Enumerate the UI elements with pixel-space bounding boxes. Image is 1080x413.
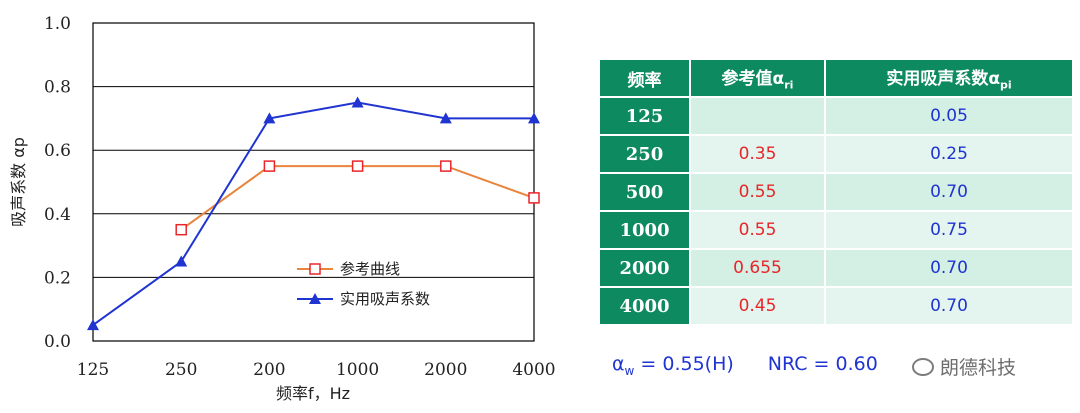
table-row: 1000 0.55 0.75	[598, 210, 1074, 250]
header-reference: 参考值αri	[689, 58, 826, 98]
nrc-value: NRC = 0.60	[767, 353, 878, 375]
header-reference-sub: ri	[784, 78, 794, 92]
cell-practical: 0.70	[824, 286, 1074, 326]
x-tick-label: 200	[253, 360, 285, 380]
legend-label: 参考曲线	[340, 260, 400, 278]
plot-frame	[92, 22, 535, 342]
header-practical-sub: pi	[1000, 78, 1012, 92]
legend-marker	[309, 293, 321, 304]
header-frequency: 频率	[598, 58, 691, 98]
x-tick-label: 1000	[336, 360, 379, 380]
cell-frequency: 500	[598, 172, 691, 212]
cell-frequency: 250	[598, 134, 691, 174]
series-group	[87, 96, 540, 331]
data-point	[87, 319, 99, 331]
x-tick-label: 125	[77, 360, 109, 380]
cell-frequency: 1000	[598, 210, 691, 250]
cell-practical: 0.25	[824, 134, 1074, 174]
header-practical: 实用吸声系数αpi	[824, 58, 1074, 98]
x-axis-label: 频率f，Hz	[276, 384, 350, 403]
table-row: 125 0.05	[598, 96, 1074, 136]
watermark-text: 朗德科技	[940, 357, 1017, 379]
data-point	[175, 223, 187, 236]
cell-reference: 0.55	[689, 172, 826, 212]
cell-reference: 0.35	[689, 134, 826, 174]
cell-reference	[689, 96, 826, 136]
series-0	[175, 160, 540, 236]
data-point	[440, 160, 452, 172]
cell-reference: 0.655	[689, 248, 826, 288]
table-row: 4000 0.45 0.70	[598, 286, 1074, 326]
data-point	[351, 96, 364, 108]
rating-footer: αw = 0.55(H) NRC = 0.60	[612, 353, 878, 378]
series-line	[92, 101, 534, 326]
y-axis-label: 吸声系数 αp	[9, 137, 28, 227]
series-1	[87, 96, 540, 331]
cell-frequency: 4000	[598, 286, 691, 326]
alpha-w-symbol: α	[612, 353, 625, 375]
header-practical-text: 实用吸声系数α	[886, 69, 1001, 90]
wechat-icon	[912, 358, 934, 376]
data-point	[439, 112, 452, 124]
y-tick-label: 1.0	[44, 14, 71, 34]
y-tick-labels: 0.0 0.2 0.4 0.6 0.8 1.0	[44, 14, 71, 352]
cell-reference: 0.55	[689, 210, 826, 250]
cell-reference: 0.45	[689, 286, 826, 326]
grid-lines	[93, 86, 534, 278]
data-point	[263, 112, 276, 124]
y-tick-label: 0.4	[44, 205, 71, 225]
data-point	[175, 255, 188, 267]
table-row: 500 0.55 0.70	[598, 172, 1074, 212]
absorption-chart: 0.0 0.2 0.4 0.6 0.8 1.0 125 250 200 1000 2000 4000…	[9, 14, 556, 403]
data-point	[263, 160, 276, 172]
y-tick-label: 0.6	[44, 141, 71, 161]
alpha-w-value: = 0.55(H)	[634, 353, 734, 375]
cell-practical: 0.70	[824, 248, 1074, 288]
alpha-w-subscript: w	[624, 363, 635, 378]
y-tick-label: 0.0	[44, 332, 71, 352]
data-point	[528, 192, 540, 204]
data-point	[528, 112, 540, 124]
watermark: 朗德科技	[912, 353, 1016, 380]
header-reference-text: 参考值α	[721, 69, 785, 90]
y-tick-label: 0.2	[44, 268, 71, 288]
x-tick-label: 4000	[512, 360, 555, 380]
cell-frequency: 2000	[598, 248, 691, 288]
table-row: 2000 0.655 0.70	[598, 248, 1074, 288]
cell-practical: 0.75	[824, 210, 1074, 250]
cell-practical: 0.70	[824, 172, 1074, 212]
legend-label: 实用吸声系数	[340, 290, 430, 308]
cell-practical: 0.05	[824, 96, 1074, 136]
y-tick-label: 0.8	[44, 78, 71, 98]
x-tick-labels: 125 250 200 1000 2000 4000	[77, 360, 556, 380]
cell-frequency: 125	[598, 96, 691, 136]
legend-marker	[309, 263, 321, 275]
x-tick-label: 250	[165, 360, 197, 380]
x-tick-label: 2000	[424, 360, 467, 380]
absorption-table: 频率 参考值αri 实用吸声系数αpi 125 0.05 250 0.35 0.…	[598, 58, 1074, 326]
table-row: 250 0.35 0.25	[598, 134, 1074, 174]
data-point	[351, 160, 364, 172]
